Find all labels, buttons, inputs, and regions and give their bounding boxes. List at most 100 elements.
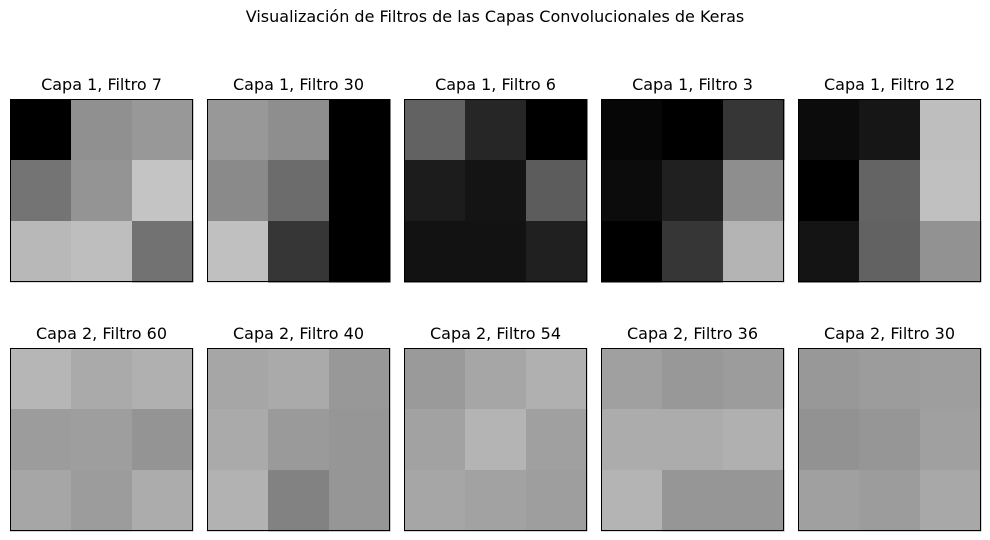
heatmap-cell-r1-c2	[132, 160, 194, 222]
panel-title: Capa 1, Filtro 12	[823, 75, 956, 94]
heatmap-cell-r2-c0	[10, 221, 72, 283]
heatmap-cell-r0-c1	[268, 99, 330, 161]
heatmap-cell-r0-c2	[920, 348, 982, 410]
heatmap-cell-r1-c1	[268, 160, 330, 222]
heatmap-cell-r1-c1	[662, 160, 724, 222]
heatmap-cell-r2-c0	[207, 470, 269, 532]
axes-frame	[798, 348, 981, 531]
panel-title: Capa 2, Filtro 30	[823, 324, 956, 343]
heatmap-cell-r1-c2	[723, 160, 785, 222]
heatmap-cell-r2-c2	[526, 470, 588, 532]
heatmap-cell-r0-c0	[10, 99, 72, 161]
filter-heatmap	[601, 99, 785, 283]
filter-heatmap	[10, 348, 194, 532]
heatmap-cell-r1-c0	[10, 160, 72, 222]
heatmap-cell-r2-c0	[207, 221, 269, 283]
filter-heatmap	[404, 99, 588, 283]
figure-suptitle: Visualización de Filtros de las Capas Co…	[245, 7, 745, 26]
heatmap-cell-r1-c1	[465, 160, 527, 222]
heatmap-cell-r1-c0	[601, 160, 663, 222]
heatmap-cell-r2-c2	[920, 470, 982, 532]
heatmap-cell-r1-c2	[526, 409, 588, 471]
heatmap-cell-r0-c0	[207, 348, 269, 410]
heatmap-cell-r1-c1	[859, 160, 921, 222]
filter-heatmap	[207, 348, 391, 532]
heatmap-cell-r1-c1	[859, 409, 921, 471]
heatmap-cell-r2-c0	[404, 221, 466, 283]
heatmap-cell-r2-c2	[329, 470, 391, 532]
heatmap-cell-r2-c0	[601, 470, 663, 532]
heatmap-cell-r0-c2	[526, 99, 588, 161]
heatmap-cell-r0-c1	[465, 348, 527, 410]
heatmap-cell-r1-c0	[207, 160, 269, 222]
heatmap-cell-r0-c0	[404, 348, 466, 410]
heatmap-cell-r0-c2	[329, 99, 391, 161]
heatmap-cell-r1-c2	[723, 409, 785, 471]
heatmap-cell-r0-c0	[798, 348, 860, 410]
heatmap-cell-r2-c2	[526, 221, 588, 283]
heatmap-cell-r2-c0	[404, 470, 466, 532]
heatmap-cell-r2-c2	[132, 470, 194, 532]
heatmap-cell-r1-c2	[329, 160, 391, 222]
filter-heatmap	[207, 99, 391, 283]
heatmap-cell-r1-c0	[207, 409, 269, 471]
heatmap-cell-r2-c2	[329, 221, 391, 283]
heatmap-cell-r2-c2	[132, 221, 194, 283]
heatmap-cell-r1-c0	[404, 409, 466, 471]
heatmap-cell-r1-c0	[601, 409, 663, 471]
heatmap-cell-r0-c0	[601, 348, 663, 410]
heatmap-cell-r2-c1	[268, 221, 330, 283]
heatmap-cell-r0-c1	[71, 348, 133, 410]
axes-frame	[404, 99, 587, 282]
heatmap-cell-r2-c1	[71, 470, 133, 532]
axes-frame	[10, 348, 193, 531]
panel-title: Capa 1, Filtro 3	[632, 75, 753, 94]
heatmap-cell-r2-c1	[662, 470, 724, 532]
filter-heatmap	[404, 348, 588, 532]
heatmap-cell-r0-c2	[723, 348, 785, 410]
filter-heatmap	[10, 99, 194, 283]
heatmap-cell-r2-c1	[71, 221, 133, 283]
heatmap-cell-r1-c1	[268, 409, 330, 471]
axes-frame	[10, 99, 193, 282]
heatmap-cell-r0-c2	[329, 348, 391, 410]
heatmap-cell-r2-c0	[601, 221, 663, 283]
heatmap-cell-r1-c1	[71, 160, 133, 222]
heatmap-cell-r2-c0	[10, 470, 72, 532]
heatmap-cell-r1-c0	[10, 409, 72, 471]
heatmap-cell-r0-c1	[859, 99, 921, 161]
heatmap-cell-r2-c1	[859, 470, 921, 532]
panel-title: Capa 2, Filtro 54	[429, 324, 562, 343]
heatmap-cell-r1-c1	[465, 409, 527, 471]
heatmap-cell-r2-c0	[798, 470, 860, 532]
heatmap-cell-r1-c2	[132, 409, 194, 471]
filter-heatmap	[601, 348, 785, 532]
heatmap-cell-r0-c1	[71, 99, 133, 161]
heatmap-cell-r1-c2	[329, 409, 391, 471]
axes-frame	[207, 99, 390, 282]
heatmap-cell-r1-c0	[798, 160, 860, 222]
heatmap-cell-r2-c2	[723, 221, 785, 283]
heatmap-cell-r1-c2	[920, 160, 982, 222]
panel-title: Capa 2, Filtro 60	[35, 324, 168, 343]
heatmap-cell-r0-c1	[465, 99, 527, 161]
heatmap-cell-r2-c1	[465, 470, 527, 532]
heatmap-cell-r2-c1	[859, 221, 921, 283]
panel-title: Capa 2, Filtro 40	[232, 324, 365, 343]
heatmap-cell-r0-c2	[132, 99, 194, 161]
heatmap-cell-r1-c0	[404, 160, 466, 222]
heatmap-cell-r1-c0	[798, 409, 860, 471]
heatmap-cell-r0-c0	[404, 99, 466, 161]
axes-frame	[601, 99, 784, 282]
panel-title: Capa 1, Filtro 6	[435, 75, 556, 94]
filter-heatmap	[798, 348, 982, 532]
heatmap-cell-r1-c2	[526, 160, 588, 222]
heatmap-cell-r2-c1	[268, 470, 330, 532]
heatmap-cell-r0-c2	[723, 99, 785, 161]
panel-title: Capa 2, Filtro 36	[626, 324, 759, 343]
heatmap-cell-r2-c0	[798, 221, 860, 283]
heatmap-cell-r0-c0	[207, 99, 269, 161]
heatmap-cell-r2-c2	[723, 470, 785, 532]
filter-heatmap	[798, 99, 982, 283]
